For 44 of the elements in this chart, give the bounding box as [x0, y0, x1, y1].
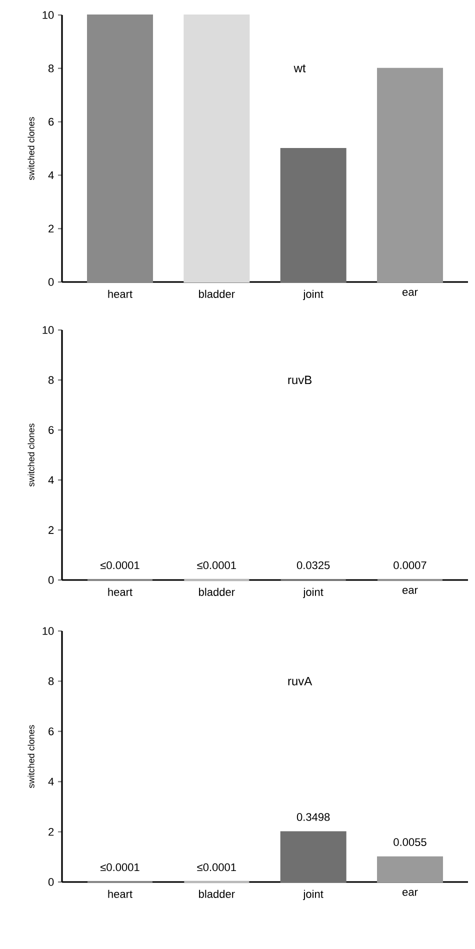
y-tick-label: 6 — [48, 426, 54, 434]
x-tick-label: heart — [108, 588, 132, 596]
x-tick-label: ear — [402, 890, 418, 896]
y-tick-label: 6 — [48, 118, 54, 126]
y-tick-label: 4 — [48, 778, 54, 786]
y-tick-label: 0 — [48, 576, 54, 584]
annotation: 0.0055 — [394, 838, 426, 846]
annotation: ≤0.0001 — [197, 863, 236, 872]
annotation: ≤0.0001 — [100, 863, 140, 872]
y-axis-title: switched clones — [28, 117, 34, 180]
text: wt — [294, 64, 306, 72]
x-tick-label: ear — [402, 290, 418, 296]
y-tick-label: 10 — [42, 11, 54, 19]
x-tick-label: bladder — [199, 290, 235, 298]
y-tick-label: 2 — [48, 526, 54, 534]
y-axis-title: switched clones — [28, 725, 34, 788]
y-axis-title: switched clones — [28, 424, 34, 487]
y-tick-label: 10 — [42, 627, 54, 635]
y-tick-label: 4 — [48, 171, 54, 179]
text: ruvA — [288, 677, 312, 686]
y-tick-label: 2 — [48, 224, 54, 232]
y-tick-label: 8 — [48, 677, 54, 686]
annotation: ≤0.0001 — [197, 561, 236, 570]
annotation: 0.0007 — [394, 561, 426, 570]
y-tick-label: 8 — [48, 376, 54, 384]
x-tick-label: bladder — [199, 588, 235, 596]
annotation: 0.0325 — [296, 561, 330, 570]
x-tick-label: joint — [302, 290, 324, 300]
y-tick-label: 0 — [48, 878, 54, 886]
x-tick-label: bladder — [199, 890, 235, 898]
y-tick-label: 0 — [48, 278, 54, 286]
x-tick-label: joint — [302, 588, 324, 598]
x-tick-label: heart — [108, 290, 132, 298]
x-tick-label: heart — [108, 890, 132, 898]
y-tick-label: 2 — [48, 828, 54, 836]
y-tick-label: 8 — [48, 64, 54, 72]
annotation: 0.3498 — [296, 813, 330, 821]
y-tick-label: 4 — [48, 476, 54, 484]
x-tick-label: ear — [402, 588, 418, 594]
x-tick-label: joint — [302, 890, 324, 900]
y-tick-label: 6 — [48, 728, 54, 736]
annotation: ≤0.0001 — [100, 561, 140, 570]
y-tick-label: 10 — [42, 326, 54, 334]
text: ruvB — [288, 376, 312, 384]
